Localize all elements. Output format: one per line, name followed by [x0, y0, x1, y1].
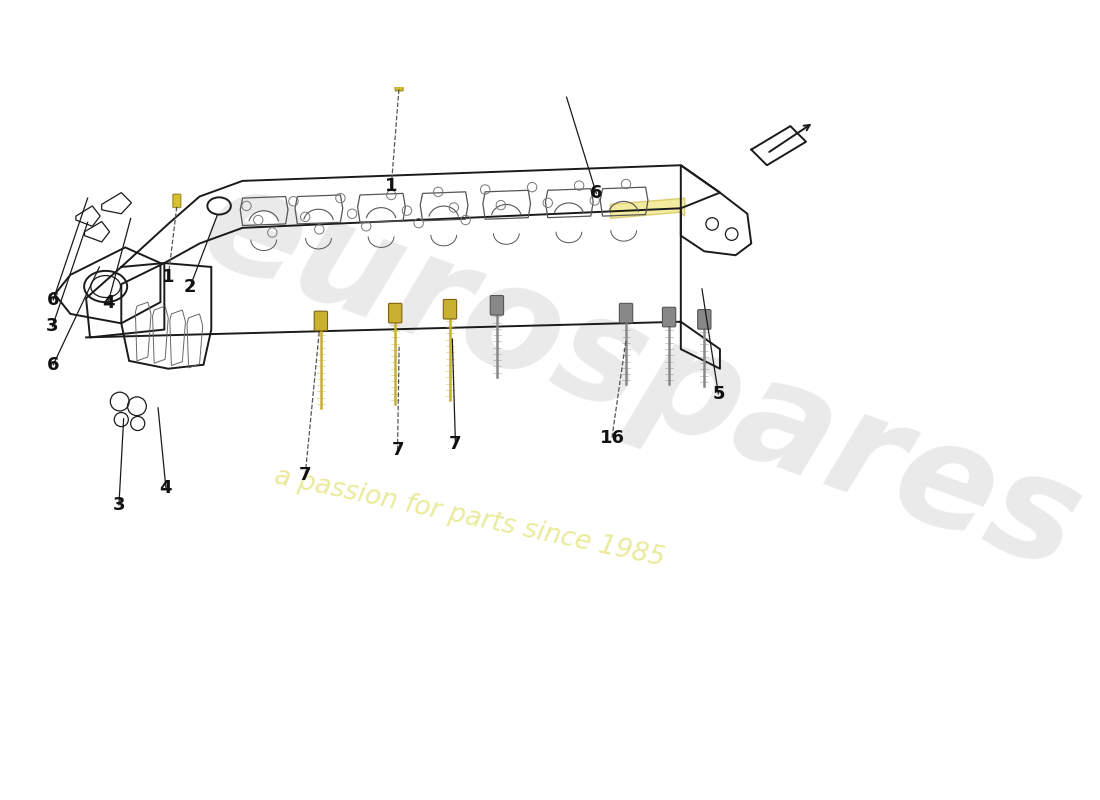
Text: 6: 6 [47, 356, 59, 374]
Text: 4: 4 [101, 294, 114, 312]
FancyBboxPatch shape [662, 307, 675, 327]
Text: 16: 16 [600, 429, 625, 446]
Text: 1: 1 [162, 268, 175, 286]
Text: 5: 5 [712, 385, 725, 402]
Text: 1: 1 [385, 178, 397, 195]
Text: 3: 3 [46, 318, 58, 335]
Text: 2: 2 [184, 278, 197, 295]
Text: eurospares: eurospares [184, 153, 1099, 601]
Text: 3: 3 [112, 496, 125, 514]
FancyBboxPatch shape [491, 295, 504, 315]
FancyBboxPatch shape [697, 310, 711, 329]
FancyBboxPatch shape [388, 303, 401, 323]
FancyBboxPatch shape [395, 78, 403, 91]
Text: 7: 7 [449, 435, 462, 453]
FancyBboxPatch shape [619, 303, 632, 323]
FancyBboxPatch shape [443, 299, 456, 319]
Text: 7: 7 [299, 466, 311, 484]
FancyBboxPatch shape [315, 311, 328, 330]
Text: 4: 4 [160, 478, 173, 497]
Polygon shape [610, 198, 684, 218]
Text: 6: 6 [47, 291, 59, 309]
Text: 7: 7 [392, 441, 404, 459]
Text: a passion for parts since 1985: a passion for parts since 1985 [272, 463, 667, 571]
FancyBboxPatch shape [173, 194, 180, 207]
Text: 6: 6 [590, 185, 603, 202]
